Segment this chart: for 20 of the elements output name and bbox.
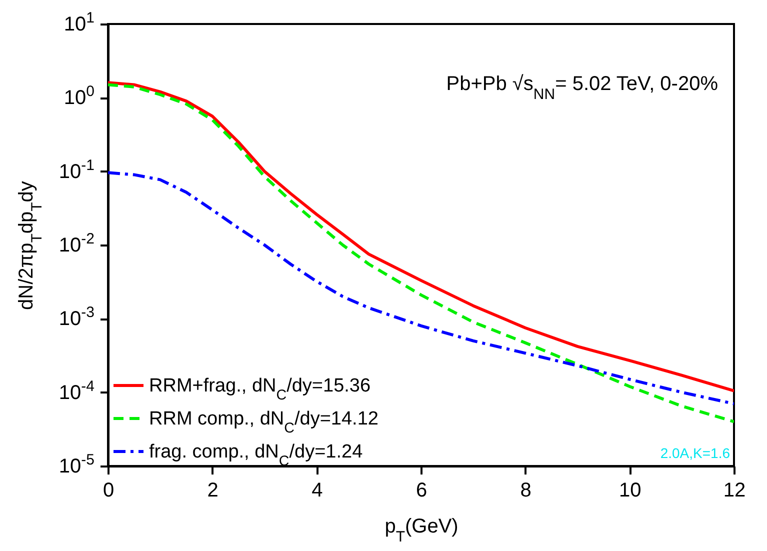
legend-label: RRM comp., dN$_{C}$/dy=14.12 — [149, 408, 378, 436]
annotation: 2.0A,K=1.6 — [660, 445, 730, 461]
x-tick-label: 0 — [102, 480, 114, 502]
x-tick-label: 10 — [619, 480, 642, 502]
y-tick-label: 10$^{-2}$ — [58, 230, 94, 256]
x-tick-label: 2 — [207, 480, 218, 502]
y-tick-label: 10$^{-1}$ — [58, 156, 94, 183]
x-tick-label: 6 — [416, 480, 428, 502]
x-tick-label: 4 — [312, 480, 323, 502]
y-tick-label: 10$^{1}$ — [64, 9, 94, 36]
line-series — [108, 171, 734, 406]
y-tick-label: 10$^{-5}$ — [58, 451, 94, 478]
y-tick-label: 10$^{-4}$ — [58, 377, 94, 404]
y-tick-label: 10$^{-3}$ — [58, 304, 94, 330]
legend-label: RRM+frag., dN$_{C}$/dy=15.36 — [149, 376, 371, 404]
x-tick-label: 12 — [723, 480, 746, 502]
x-tick-label: 8 — [520, 480, 532, 502]
x-axis-title: p$_{T}$(GeV) — [384, 516, 458, 545]
y-tick-label: 10$^{0}$ — [64, 82, 94, 110]
annotation: Pb+Pb √s$_{NN}$= 5.02 TeV, 0-20% — [446, 73, 718, 102]
